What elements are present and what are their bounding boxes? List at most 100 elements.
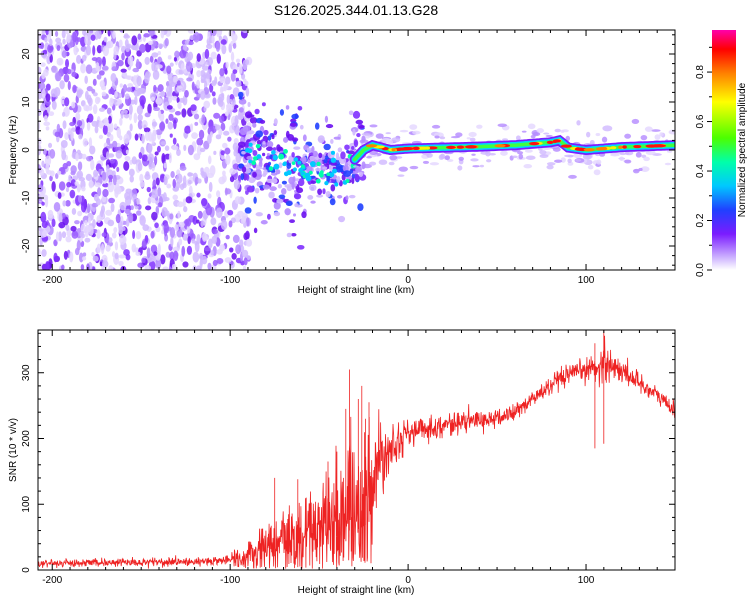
spectral-blob <box>267 135 272 141</box>
spectral-hotspot <box>494 144 506 148</box>
spectral-blob <box>105 209 113 216</box>
spectral-blob <box>55 72 62 82</box>
spectral-blob <box>654 134 661 140</box>
spectral-blob <box>169 213 174 220</box>
spectral-blob <box>560 129 565 133</box>
snr-axes: -200 -100 0 100 0 100 200 300 <box>21 330 676 586</box>
colorbar-tick-label: 0.0 <box>695 263 706 277</box>
spectral-blob <box>82 252 87 257</box>
spectral-blob <box>210 217 217 226</box>
spectral-blob <box>125 195 132 206</box>
spectral-blob <box>285 105 290 110</box>
spectral-blob <box>80 63 87 74</box>
spectral-blob <box>176 148 181 157</box>
spectral-blob <box>238 63 243 75</box>
spectral-blob <box>252 171 257 178</box>
spectral-blob <box>348 110 354 116</box>
spectral-blob <box>215 134 222 140</box>
spectral-blob <box>266 146 274 151</box>
spectral-blob <box>51 100 57 110</box>
spectral-blob <box>99 80 105 88</box>
spectral-blob <box>242 59 248 71</box>
spectral-blob <box>120 144 126 150</box>
spectral-blob <box>203 212 208 221</box>
spectral-blob <box>565 135 571 142</box>
spectral-blob <box>54 30 59 37</box>
spectral-blob <box>200 78 205 84</box>
spectral-blob <box>342 165 349 172</box>
spectral-blob <box>235 80 242 87</box>
spectral-blob <box>203 140 210 150</box>
spectral-blob <box>108 174 114 180</box>
y-tick-label: 200 <box>21 430 32 447</box>
x-tick-label: -100 <box>220 275 240 286</box>
spectral-blob <box>147 197 152 205</box>
spectral-blob <box>58 181 66 191</box>
spectral-blob <box>230 51 235 62</box>
spectral-blob <box>115 213 121 224</box>
spectral-blob <box>169 81 176 88</box>
spectral-blob <box>85 155 93 162</box>
spectral-blob <box>123 113 130 119</box>
spectral-blob <box>77 195 83 203</box>
spectral-blob <box>194 121 199 126</box>
spectral-blob <box>42 230 48 238</box>
spectral-blob <box>190 123 194 132</box>
spectral-blob <box>118 254 126 259</box>
spectral-blob <box>275 169 281 175</box>
spectral-blob <box>273 211 281 217</box>
spectral-blob <box>480 151 489 155</box>
spectral-blob <box>593 169 601 176</box>
spectral-blob <box>286 162 292 169</box>
spectral-peak <box>245 147 251 153</box>
spectral-blob <box>128 168 135 177</box>
spectral-hotspot <box>654 144 667 148</box>
spectral-blob <box>187 172 193 177</box>
spectral-blob <box>245 87 250 97</box>
spectral-blob <box>226 103 232 109</box>
spectral-blob <box>44 155 52 166</box>
spectral-blob <box>439 136 446 140</box>
spectral-blob <box>576 120 581 126</box>
spectral-blob <box>156 145 161 153</box>
spectral-blob <box>108 197 116 204</box>
spectral-blob <box>221 44 227 55</box>
spectral-peak <box>334 182 339 187</box>
colorbar-tick-label: 0.8 <box>695 65 706 79</box>
spectral-blob <box>215 124 221 131</box>
spectral-blob <box>472 165 480 168</box>
spectral-blob <box>624 133 632 139</box>
spectral-blob <box>118 260 124 266</box>
spectral-blob <box>144 264 152 270</box>
spectral-blob <box>86 86 93 92</box>
spectral-blob <box>330 138 334 145</box>
spectral-blob <box>141 120 148 129</box>
spectral-blob <box>385 138 391 144</box>
spectral-blob <box>45 93 51 102</box>
spectral-blob <box>51 218 56 228</box>
spectral-blob <box>76 54 82 65</box>
spectral-blob <box>273 201 281 210</box>
spectral-blob <box>135 58 140 70</box>
spectral-blob <box>45 261 50 270</box>
spectral-peak <box>309 161 316 167</box>
spectral-blob <box>196 79 201 89</box>
spectral-blob <box>80 264 85 270</box>
spectral-peak <box>297 160 302 165</box>
spectral-blob <box>295 178 300 182</box>
spectral-blob <box>38 66 42 75</box>
spectral-blob <box>155 97 163 105</box>
spectral-blob <box>130 205 134 210</box>
spectral-blob <box>121 52 125 61</box>
spectral-blob <box>58 59 63 65</box>
spectral-blob <box>43 121 51 127</box>
spectral-blob <box>196 233 201 245</box>
spectral-blob <box>554 128 561 133</box>
spectral-blob <box>44 37 48 43</box>
spectral-blob <box>107 30 111 37</box>
spectral-blob <box>262 140 266 145</box>
spectral-blob <box>175 173 183 184</box>
spectral-blob <box>238 107 244 113</box>
spectral-blob <box>347 150 355 155</box>
